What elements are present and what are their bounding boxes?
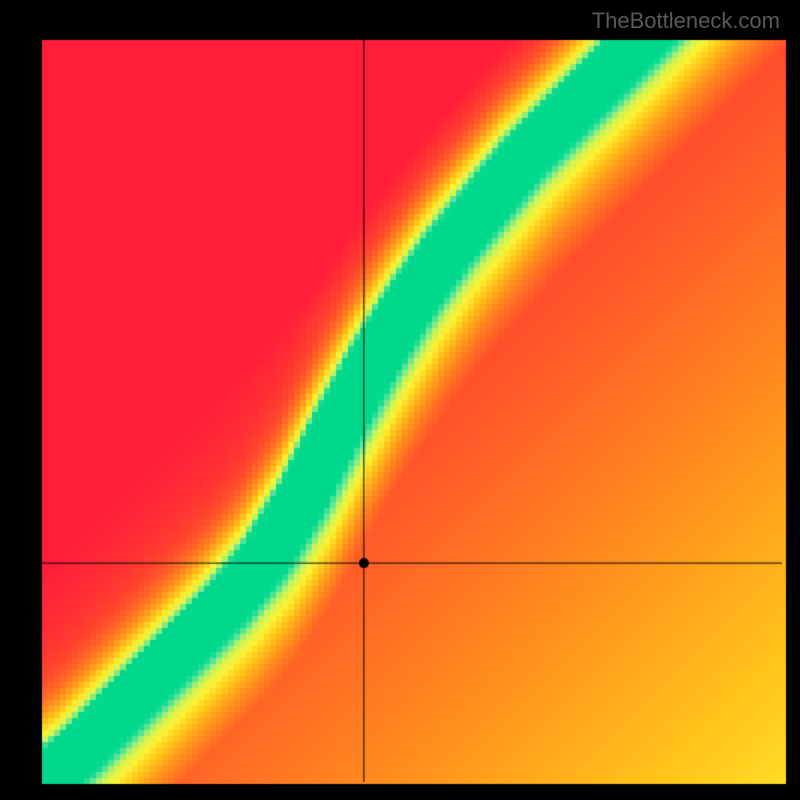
watermark-text: TheBottleneck.com — [592, 8, 780, 34]
chart-container: TheBottleneck.com — [0, 0, 800, 800]
heatmap-canvas — [0, 0, 800, 800]
